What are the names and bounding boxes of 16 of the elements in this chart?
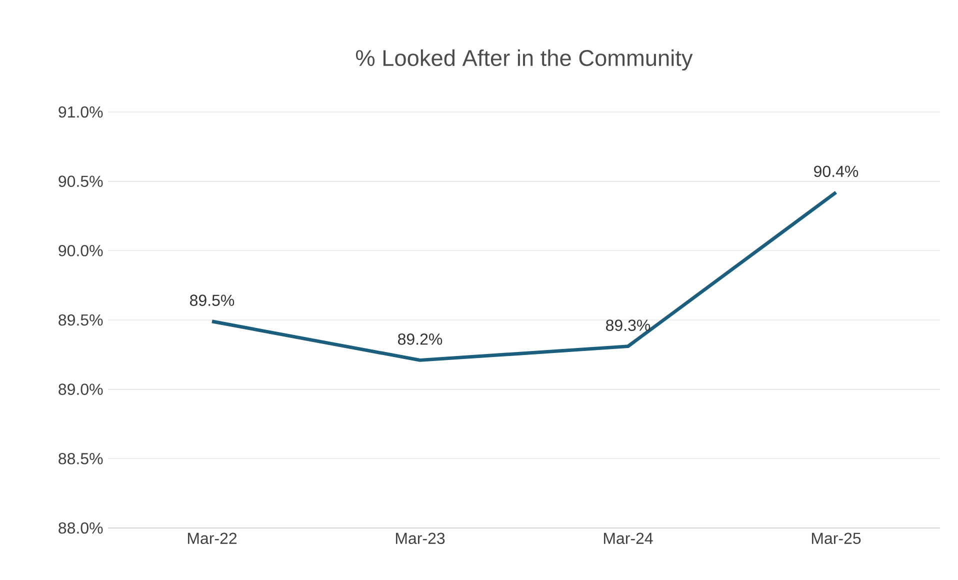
y-tick-label: 89.0% [58, 384, 103, 395]
data-label: 89.2% [398, 334, 442, 345]
data-label: 90.4% [814, 166, 858, 178]
y-tick-label: 90.0% [58, 244, 103, 256]
data-label: 89.3% [606, 320, 650, 331]
chart-title: % Looked After in the Community [356, 49, 693, 71]
x-tick-label: Mar-25 [812, 532, 861, 544]
y-tick-label: 91.0% [58, 106, 103, 118]
y-tick-label: 89.5% [58, 314, 103, 326]
data-label: 89.5% [190, 294, 234, 306]
x-tick-label: Mar-24 [604, 532, 653, 544]
y-tick-label: 90.5% [58, 176, 103, 187]
y-tick-label: 88.5% [58, 452, 103, 464]
x-tick-label: Mar-23 [396, 532, 445, 544]
x-tick-label: Mar-22 [188, 532, 237, 544]
y-tick-label: 88.0% [58, 522, 103, 534]
